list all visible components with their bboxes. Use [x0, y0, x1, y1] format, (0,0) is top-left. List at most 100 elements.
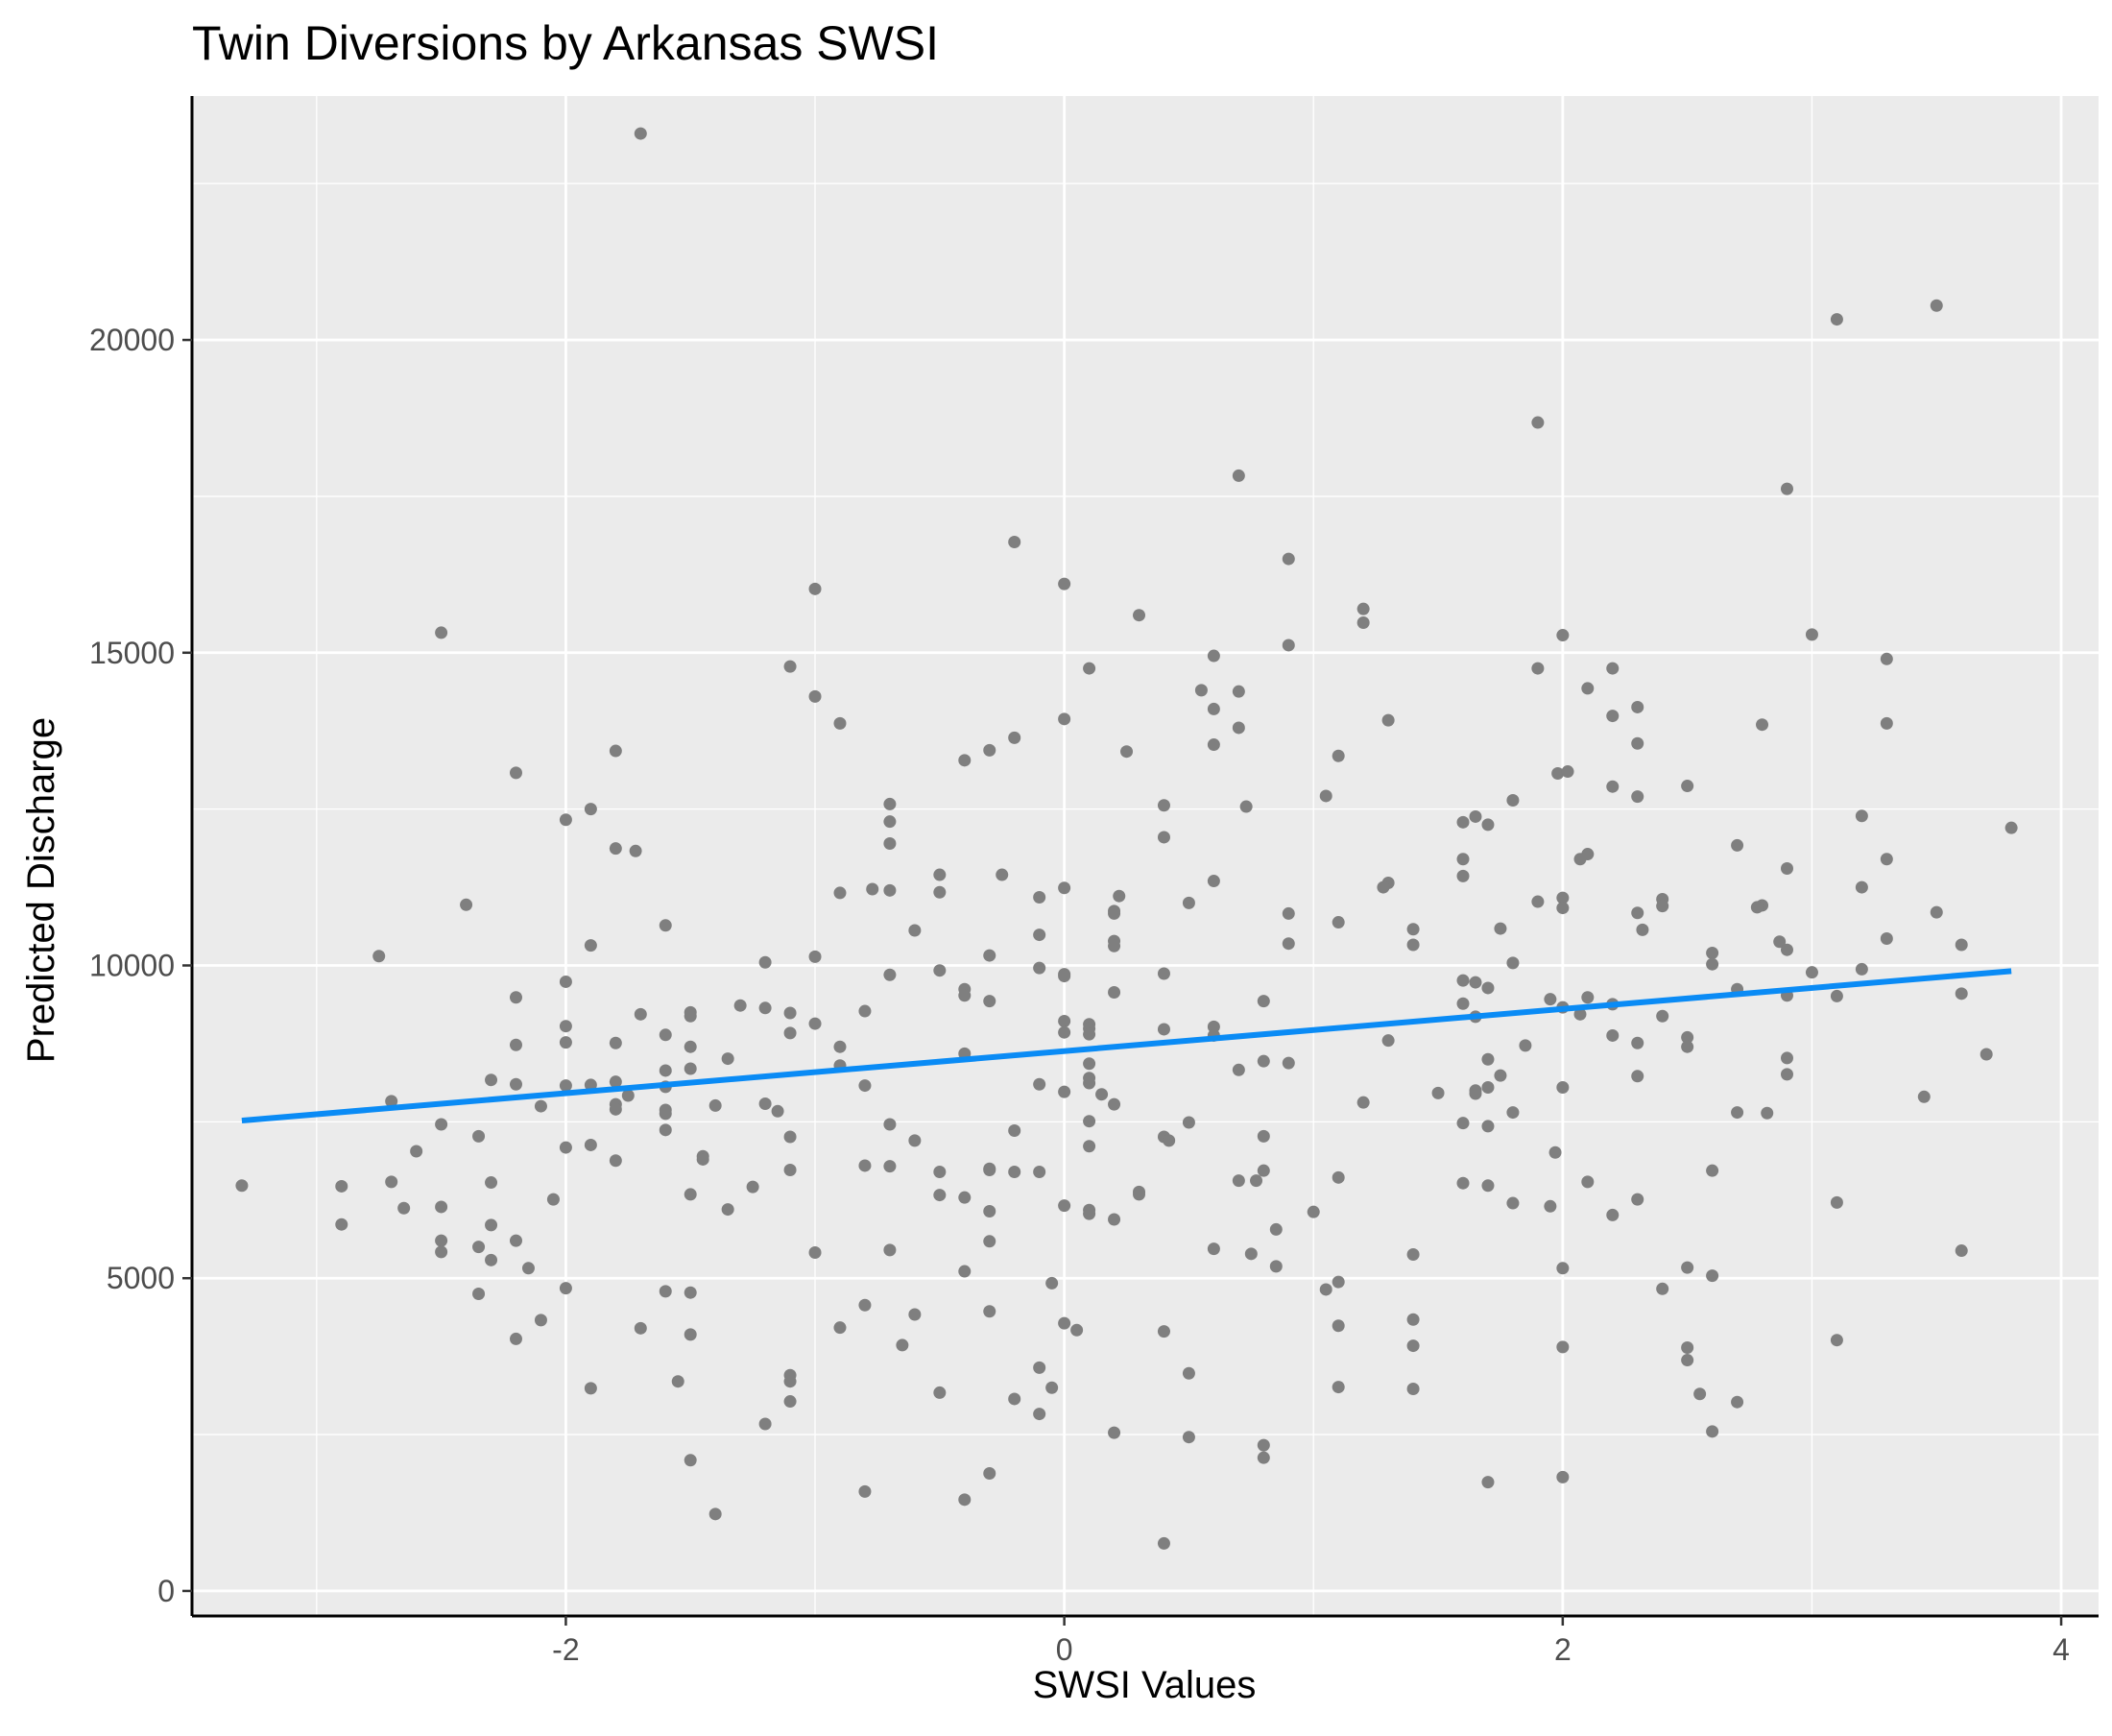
data-point	[1481, 1476, 1495, 1489]
data-point	[1756, 718, 1769, 732]
data-point	[1656, 1282, 1669, 1295]
data-point	[833, 1040, 847, 1053]
data-point	[659, 1064, 672, 1077]
data-point	[671, 1375, 684, 1388]
data-point	[1955, 1244, 1968, 1258]
data-point	[584, 1382, 597, 1395]
data-point	[883, 968, 897, 981]
data-point	[1113, 889, 1126, 903]
data-point	[958, 1493, 972, 1507]
data-point	[1033, 928, 1046, 942]
data-point	[1456, 815, 1470, 829]
data-point	[1332, 1275, 1345, 1289]
data-point	[858, 1484, 872, 1498]
data-point	[1750, 901, 1764, 914]
data-point	[1033, 890, 1046, 904]
data-point	[758, 1001, 772, 1015]
data-point	[1706, 1425, 1719, 1438]
data-point	[783, 1164, 797, 1177]
data-point	[509, 1332, 522, 1345]
data-point	[1506, 956, 1520, 970]
data-point	[1531, 895, 1545, 908]
y-tick-label: 10000	[89, 949, 175, 983]
data-point	[1830, 989, 1843, 1002]
data-point	[1319, 1283, 1332, 1296]
data-point	[659, 1107, 672, 1121]
data-point	[684, 1188, 697, 1201]
y-tick-label: 0	[157, 1574, 175, 1608]
data-point	[435, 1200, 448, 1214]
data-point	[1780, 943, 1793, 956]
data-point	[1631, 1193, 1644, 1206]
data-point	[584, 1138, 597, 1151]
data-point	[783, 660, 797, 673]
data-point	[808, 582, 822, 595]
data-point	[1456, 1176, 1470, 1190]
data-point	[1481, 981, 1495, 995]
data-point	[1681, 1261, 1694, 1274]
data-point	[1207, 649, 1220, 663]
data-point	[659, 1028, 672, 1042]
data-point	[1058, 1085, 1071, 1098]
data-point	[1761, 1106, 1774, 1120]
data-point	[546, 1193, 560, 1206]
data-point	[1780, 1051, 1793, 1065]
data-point	[1377, 880, 1390, 894]
data-point	[1506, 1196, 1520, 1210]
data-point	[933, 1165, 947, 1178]
y-axis-title: Predicted Discharge	[20, 717, 62, 1063]
data-point	[1356, 1096, 1370, 1109]
data-point	[1257, 1054, 1270, 1068]
data-point	[1406, 938, 1420, 952]
data-point	[521, 1262, 535, 1275]
data-point	[933, 1386, 947, 1399]
data-point	[1606, 780, 1620, 793]
data-point	[771, 1104, 784, 1118]
data-point	[1773, 935, 1787, 949]
data-point	[883, 815, 897, 829]
data-point	[1083, 1207, 1096, 1220]
data-point	[1606, 1208, 1620, 1221]
data-point	[858, 1079, 872, 1093]
data-point	[883, 1160, 897, 1173]
data-point	[1556, 1262, 1570, 1275]
data-point	[983, 1235, 996, 1248]
data-point	[1693, 1387, 1707, 1401]
data-point	[983, 1205, 996, 1218]
data-point	[1805, 966, 1818, 979]
data-point	[1250, 1174, 1263, 1188]
data-point	[1108, 906, 1121, 920]
data-point	[1406, 1247, 1420, 1261]
data-point	[783, 1026, 797, 1040]
data-point	[758, 1097, 772, 1110]
data-point	[1008, 1123, 1021, 1137]
data-point	[1544, 993, 1557, 1006]
data-point	[758, 955, 772, 969]
data-point	[485, 1253, 498, 1266]
data-point	[1108, 986, 1121, 1000]
data-point	[1157, 1536, 1170, 1550]
data-point	[1070, 1323, 1084, 1337]
data-point	[1556, 902, 1570, 915]
data-point	[509, 766, 522, 780]
data-point	[883, 797, 897, 810]
data-point	[883, 1118, 897, 1131]
data-point	[609, 1102, 622, 1116]
data-point	[609, 1036, 622, 1049]
data-point	[1406, 1383, 1420, 1396]
data-point	[534, 1314, 547, 1327]
plot-panel	[192, 96, 2099, 1616]
data-point	[1606, 1028, 1620, 1042]
data-point	[1581, 991, 1595, 1004]
data-point	[1656, 1009, 1669, 1023]
data-point	[983, 995, 996, 1008]
data-point	[1058, 1316, 1071, 1330]
data-point	[933, 964, 947, 977]
data-point	[659, 1285, 672, 1298]
data-point	[733, 999, 747, 1012]
data-point	[933, 868, 947, 881]
data-point	[808, 950, 822, 963]
data-point	[1232, 1174, 1245, 1188]
data-point	[1656, 900, 1669, 913]
